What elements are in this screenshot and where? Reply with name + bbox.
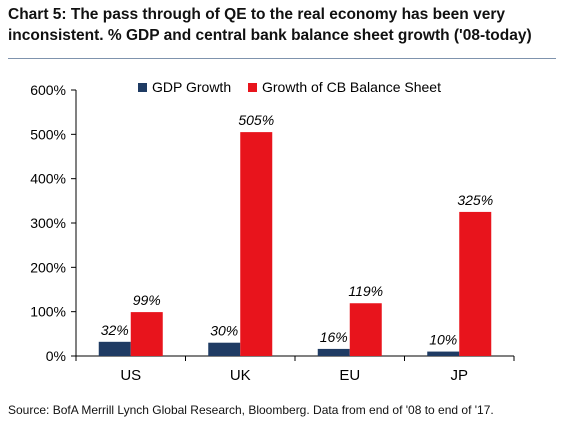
- legend-cb-balance-sheet-label: Growth of CB Balance Sheet: [262, 79, 441, 95]
- legend-gdp-growth-swatch: [138, 83, 147, 92]
- source-note: Source: BofA Merrill Lynch Global Resear…: [8, 403, 494, 417]
- data-label: 16%: [320, 329, 348, 345]
- x-tick-label: EU: [339, 367, 360, 384]
- x-tick-label: US: [120, 367, 141, 384]
- y-tick-label: 100%: [30, 304, 66, 320]
- data-label: 505%: [238, 112, 274, 128]
- cb-balance-bar: [130, 312, 163, 356]
- data-label: 32%: [101, 322, 129, 338]
- y-tick-label: 400%: [30, 171, 66, 187]
- gdp-growth-bar: [208, 342, 241, 356]
- gdp-growth-bar: [427, 351, 460, 356]
- legend-cb-balance-sheet-swatch: [248, 83, 257, 92]
- cb-balance-bar: [349, 303, 382, 356]
- cb-balance-bar: [459, 211, 492, 356]
- y-tick-label: 300%: [30, 215, 66, 231]
- chart-bars: [98, 132, 492, 356]
- chart-legend: GDP Growth Growth of CB Balance Sheet: [138, 79, 441, 95]
- gdp-growth-bar: [98, 341, 131, 356]
- data-label: 119%: [348, 283, 383, 299]
- data-label: 10%: [429, 332, 457, 348]
- y-tick-label: 600%: [30, 82, 66, 98]
- title-divider: [8, 58, 556, 59]
- chart-data-labels: 32% 30% 16% 10% 99% 505% 119% 325%: [101, 112, 493, 347]
- y-tick-label: 500%: [30, 126, 66, 142]
- y-tick-label: 0%: [46, 348, 66, 364]
- data-label: 99%: [133, 292, 161, 308]
- gdp-growth-bar: [317, 348, 350, 356]
- x-tick-label: JP: [450, 367, 468, 384]
- data-label: 325%: [457, 192, 493, 208]
- chart-title: Chart 5: The pass through of QE to the r…: [8, 6, 532, 44]
- x-tick-label: UK: [230, 367, 251, 384]
- legend-gdp-growth-label: GDP Growth: [152, 79, 231, 95]
- data-label: 30%: [210, 323, 238, 339]
- cb-balance-bar: [240, 132, 273, 356]
- y-tick-label: 200%: [30, 259, 66, 275]
